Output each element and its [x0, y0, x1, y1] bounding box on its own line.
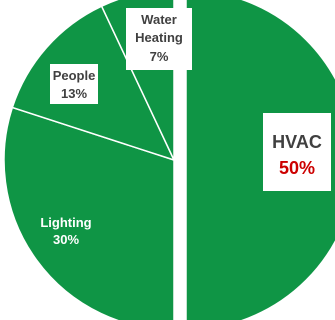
- slice-label-hvac-value: 50%: [279, 158, 315, 178]
- slice-label-hvac: HVAC 50%: [263, 113, 331, 191]
- slice-label-people: People 13%: [50, 64, 98, 104]
- slice-label-water-heating-value: 7%: [150, 49, 169, 64]
- slice-label-water-heating-name-line1: Water: [141, 12, 177, 27]
- slice-label-water-heating-box: [126, 8, 192, 70]
- slice-label-people-box: [50, 64, 98, 104]
- pie-slice-lighting: [3, 106, 175, 320]
- slice-label-hvac-box: [263, 113, 331, 191]
- pie-labels: HVAC 50% Lighting 30% People 13% Water H…: [40, 8, 331, 247]
- slice-label-hvac-name: HVAC: [272, 132, 322, 152]
- slice-label-water-heating: Water Heating 7%: [126, 8, 192, 70]
- slice-label-lighting: Lighting 30%: [40, 215, 91, 247]
- slice-label-lighting-name: Lighting: [40, 215, 91, 230]
- slice-label-people-value: 13%: [61, 86, 87, 101]
- slice-label-people-name: People: [53, 68, 96, 83]
- pie-slice-hvac: [185, 0, 335, 320]
- slice-label-lighting-value: 30%: [53, 232, 79, 247]
- pie-slices: [3, 0, 335, 320]
- slice-label-water-heating-name-line2: Heating: [135, 30, 183, 45]
